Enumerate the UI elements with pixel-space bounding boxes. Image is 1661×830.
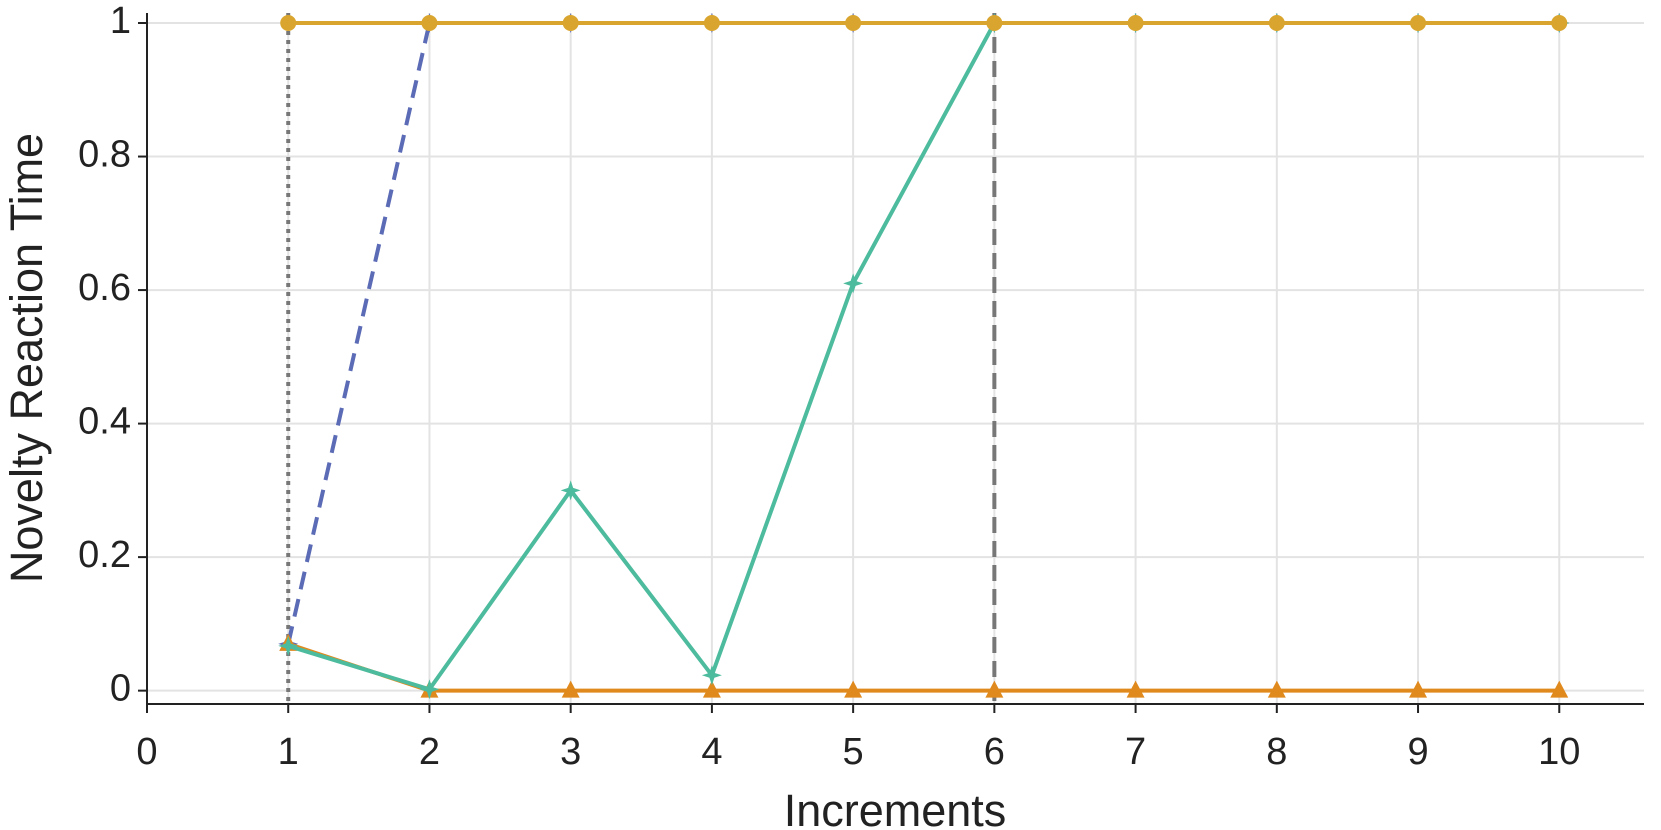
y-tick-label: 0.8 (78, 134, 131, 176)
series-line (286, 21, 1560, 645)
marker (702, 680, 721, 698)
marker (845, 15, 862, 32)
marker (1127, 15, 1144, 32)
marker (1126, 680, 1145, 698)
marker (986, 15, 1003, 32)
x-tick-label: 3 (560, 731, 581, 773)
x-tick-label: 10 (1538, 731, 1580, 773)
marker (1551, 15, 1568, 32)
y-axis-label: Novelty Reaction Time (1, 133, 52, 583)
y-tick-label: 0.6 (78, 267, 131, 309)
y-tick-label: 0.2 (78, 534, 131, 576)
x-tick-label: 7 (1125, 731, 1146, 773)
x-tick-label: 6 (984, 731, 1005, 773)
marker (701, 665, 722, 686)
marker (844, 680, 863, 698)
y-tick-label: 0.4 (78, 401, 131, 443)
series-line (287, 21, 1560, 692)
marker (278, 635, 299, 656)
marker (562, 15, 579, 32)
marker (421, 15, 438, 32)
x-tick-label: 0 (136, 731, 157, 773)
x-tick-label: 5 (843, 731, 864, 773)
marker (560, 480, 581, 501)
x-tick-label: 1 (278, 731, 299, 773)
marker (561, 680, 580, 698)
series-line (287, 642, 1560, 693)
marker (1550, 680, 1569, 698)
marker (419, 679, 440, 700)
marker (985, 680, 1004, 698)
marker (1410, 15, 1427, 32)
x-tick-label: 4 (701, 731, 722, 773)
y-tick-label: 0 (110, 668, 131, 710)
x-tick-label: 2 (419, 731, 440, 773)
marker (1268, 15, 1285, 32)
x-axis-label: Increments (784, 785, 1007, 830)
x-tick-label: 8 (1266, 731, 1287, 773)
marker (703, 15, 720, 32)
marker (1267, 680, 1286, 698)
marker (1409, 680, 1428, 698)
marker (280, 15, 297, 32)
marker (843, 273, 864, 294)
y-tick-label: 1 (110, 0, 131, 42)
x-tick-label: 9 (1407, 731, 1428, 773)
